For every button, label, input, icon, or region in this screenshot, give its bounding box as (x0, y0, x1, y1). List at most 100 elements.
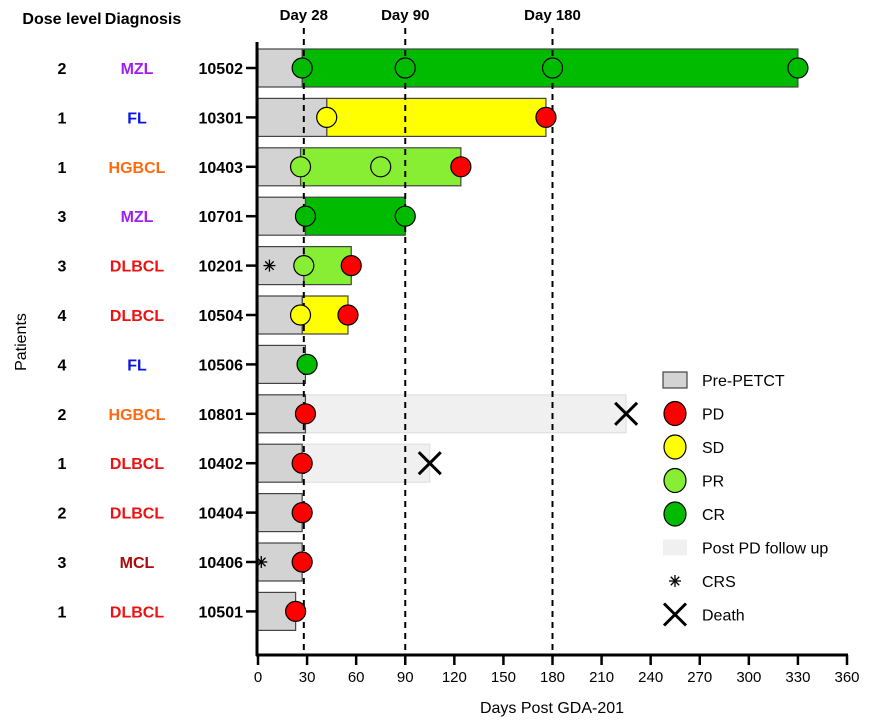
patient-id: 10506 (199, 357, 244, 374)
assessment-pd (285, 600, 307, 623)
patient-row-10403: 1 HGBCL 10403 (58, 147, 462, 187)
dose-level: 2 (58, 506, 67, 523)
patient-id: 10801 (199, 407, 244, 424)
legend-swatch (663, 467, 687, 494)
diagnosis-label: MZL (121, 61, 154, 78)
legend-swatch (663, 400, 687, 427)
assessment-cr (294, 205, 317, 227)
diagnosis-header: Diagnosis (105, 11, 182, 28)
legend-label: PR (702, 474, 724, 491)
dose-level: 3 (58, 259, 67, 276)
assessment-cr (291, 57, 313, 79)
dose-level: 4 (58, 308, 67, 325)
legend-swatch (663, 501, 687, 527)
legend-item-sd: SD (663, 434, 724, 460)
diagnosis-label: FL (127, 110, 147, 127)
dose-level: 1 (58, 604, 67, 621)
assessment-pd (291, 452, 313, 474)
patient-id: 10701 (199, 209, 244, 226)
diagnosis-label: DLBCL (110, 604, 164, 621)
patient-row-10501: 1 DLBCL 10501 (58, 591, 297, 632)
x-tick-label: 360 (834, 669, 859, 686)
x-tick-label: 270 (687, 669, 712, 686)
assessment-pd (291, 501, 313, 524)
legend-label: CRS (702, 574, 736, 591)
x-tick-label: 150 (491, 669, 516, 686)
legend-swatch (663, 434, 687, 460)
death-marker (614, 401, 639, 426)
crs-stroke (670, 576, 680, 586)
assessment-pd (340, 255, 362, 277)
diagnosis-label: DLBCL (110, 456, 164, 473)
assessment-cr (394, 57, 416, 79)
patient-row-10506: 4 FL 10506 (58, 344, 307, 384)
death-marker (417, 451, 442, 476)
legend-label: CR (702, 507, 725, 524)
x-tick-label: 330 (785, 669, 810, 686)
x-tick-label: 180 (540, 669, 565, 686)
dose-level: 3 (58, 555, 67, 572)
patient-row-10301: 1 FL 10301 (58, 97, 547, 138)
legend-label: PD (702, 407, 724, 424)
post-pd-follow-up-bar (301, 443, 431, 483)
reference-label: Day 90 (381, 7, 429, 24)
assessment-pd (535, 106, 557, 129)
assessment-cr (787, 57, 809, 79)
diagnosis-label: DLBCL (110, 506, 164, 523)
legend: Pre-PETCT PD SD PR CR Post PD follow up CRS Dea… (662, 371, 828, 627)
diagnosis-label: DLBCL (110, 259, 164, 276)
x-tick-label: 240 (638, 669, 663, 686)
legend-item-death: Death (662, 602, 745, 627)
legend-swatch (662, 371, 688, 389)
patient-row-10404: 2 DLBCL 10404 (58, 493, 303, 533)
reference-label: Day 180 (524, 7, 581, 24)
assessment-cr (541, 57, 564, 79)
dose-level: 1 (58, 456, 67, 473)
patient-id: 10502 (199, 61, 244, 78)
diagnosis-label: MCL (120, 555, 155, 572)
patient-id: 10501 (199, 604, 244, 621)
legend-label: Death (702, 608, 745, 625)
death-stroke (417, 451, 442, 476)
response-bar-sd (326, 97, 547, 138)
legend-label: SD (702, 440, 724, 457)
patient-id: 10406 (199, 555, 244, 572)
x-tick-label: 0 (254, 669, 262, 686)
assessment-sd (316, 106, 338, 129)
legend-item-pd: PD (663, 400, 724, 427)
dose-level: 1 (58, 110, 67, 127)
x-tick-label: 210 (589, 669, 614, 686)
assessment-pd (450, 156, 472, 178)
x-tick-label: 90 (397, 669, 414, 686)
dose-level: 2 (58, 61, 67, 78)
x-tick-label: 60 (348, 669, 365, 686)
diagnosis-label: HGBCL (109, 160, 166, 177)
response-bar-cr (304, 196, 406, 236)
patient-row-10402: 1 DLBCL 10402 (58, 443, 431, 483)
legend-item-pre-petct: Pre-PETCT (662, 371, 785, 390)
assessment-pr (293, 255, 315, 277)
diagnosis-label: FL (127, 357, 147, 374)
diagnosis-label: DLBCL (110, 308, 164, 325)
crs-marker (669, 575, 681, 587)
reference-label: Day 28 (280, 7, 328, 24)
patient-row-10801: 2 HGBCL 10801 (58, 394, 627, 434)
x-tick-label: 120 (442, 669, 467, 686)
legend-item-crs: CRS (669, 574, 736, 591)
dose-level: 3 (58, 209, 67, 226)
post-pd-follow-up-bar (304, 394, 627, 434)
x-tick-label: 300 (736, 669, 761, 686)
diagnosis-label: HGBCL (109, 407, 166, 424)
y-axis-label: Patients (13, 313, 30, 371)
assessment-pd (294, 403, 317, 425)
legend-item-cr: CR (663, 501, 725, 527)
legend-item-pr: PR (663, 467, 724, 494)
patient-id: 10201 (199, 259, 244, 276)
death-stroke (614, 401, 639, 426)
x-tick-label: 30 (299, 669, 316, 686)
diagnosis-label: MZL (121, 209, 154, 226)
death-marker (662, 602, 688, 627)
patient-id: 10504 (199, 308, 244, 325)
legend-item-post-pd-follow-up: Post PD follow up (663, 539, 828, 558)
crs-marker (263, 259, 276, 272)
